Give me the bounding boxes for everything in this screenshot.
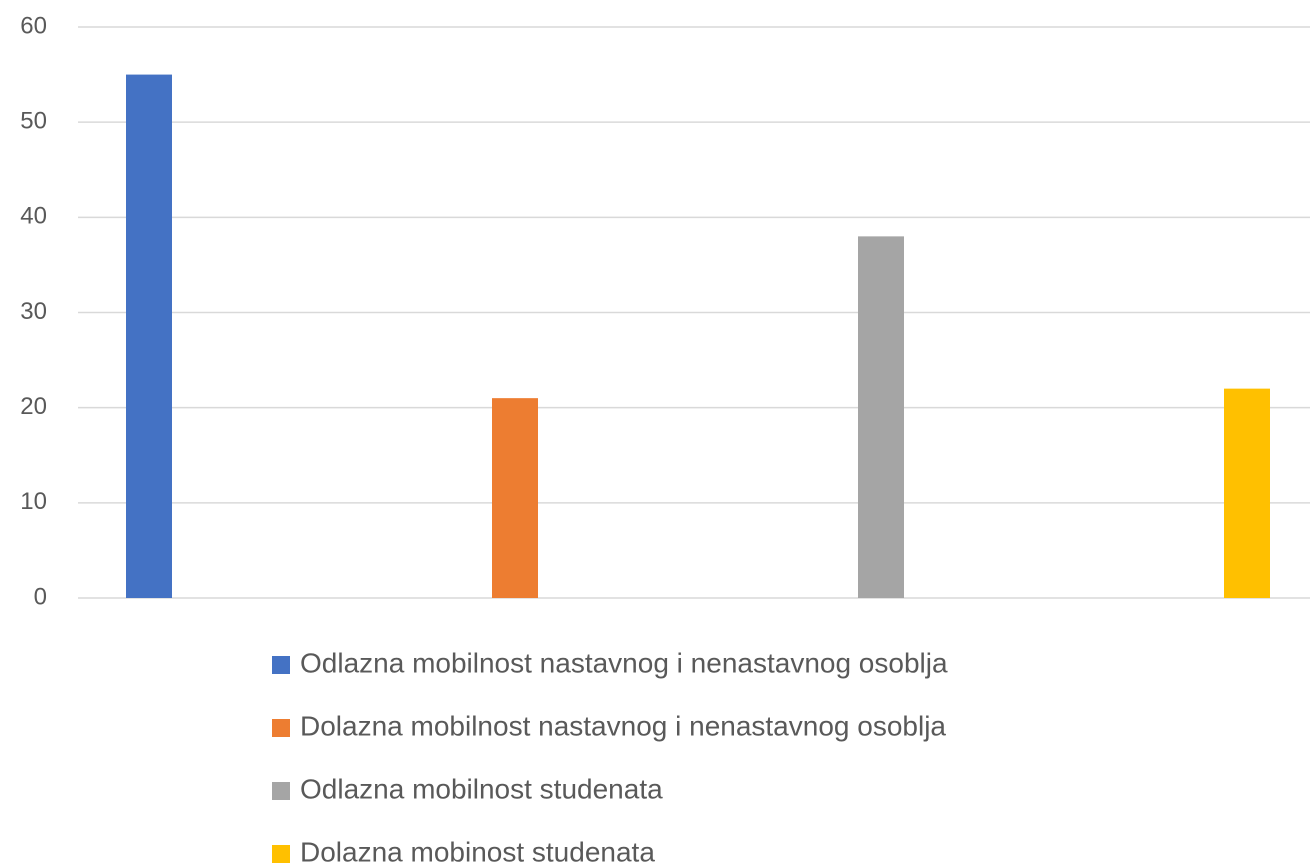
legend-swatch [272, 845, 290, 863]
legend-swatch [272, 782, 290, 800]
bar [1224, 388, 1270, 598]
bar [858, 236, 904, 598]
legend-swatch [272, 719, 290, 737]
legend-label: Odlazna mobilnost nastavnog i nenastavno… [300, 647, 948, 678]
y-tick-label: 40 [20, 203, 47, 230]
legend-label: Dolazna mobilnost nastavnog i nenastavno… [300, 710, 946, 741]
bar [492, 398, 538, 598]
y-tick-label: 50 [20, 108, 47, 135]
legend-swatch [272, 656, 290, 674]
y-tick-label: 10 [20, 488, 47, 515]
y-tick-label: 30 [20, 298, 47, 325]
legend-label: Dolazna mobinost studenata [300, 836, 655, 866]
y-tick-label: 20 [20, 393, 47, 420]
y-tick-label: 0 [34, 583, 47, 610]
y-tick-label: 60 [20, 12, 47, 39]
bar [126, 74, 172, 599]
legend-label: Odlazna mobilnost studenata [300, 773, 663, 804]
